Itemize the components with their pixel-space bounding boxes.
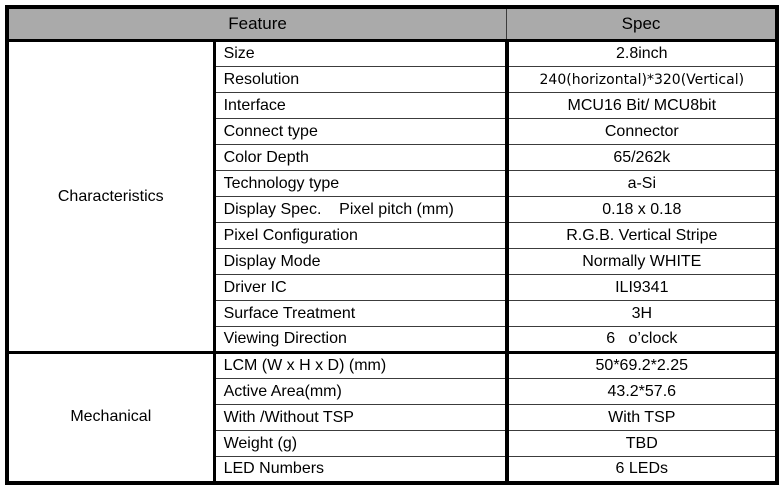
header-row: Feature Spec [6,6,778,42]
spec-cell: 43.2*57.6 [506,378,778,405]
table-row: Driver IC ILI9341 [7,274,778,301]
spec-cell: 0.18 x 0.18 [506,196,778,223]
spec-cell: 6 o’clock [506,326,778,353]
feature-cell: LCM (W x H x D) (mm) [213,351,509,379]
spec-cell: MCU16 Bit/ MCU8bit [506,92,778,119]
header-spec: Spec [506,6,778,42]
feature-cell: Display Spec. Pixel pitch (mm) [213,196,509,223]
table-row: Display Mode Normally WHITE [7,248,778,275]
table-row: Weight (g) TBD [7,430,778,457]
spec-cell: 65/262k [506,144,778,171]
spec-cell: Normally WHITE [506,248,778,275]
feature-cell: Driver IC [213,274,509,301]
table-row: Technology type a-Si [7,170,778,197]
spec-cell: a-Si [506,170,778,197]
table-row: Pixel Configuration R.G.B. Vertical Stri… [7,222,778,249]
spec-cell: Connector [506,118,778,145]
category-mechanical: Mechanical [6,351,216,483]
table-row: Interface MCU16 Bit/ MCU8bit [7,92,778,119]
feature-cell: Display Mode [213,248,509,275]
table-row: Viewing Direction 6 o’clock [7,326,778,353]
table-row: Mechanical LCM (W x H x D) (mm) 50*69.2*… [6,351,778,483]
feature-cell: Color Depth [213,144,509,171]
spec-cell: 3H [506,300,778,327]
header-feature: Feature [6,6,508,42]
table-row: Characteristics Size 2.8inch [6,40,778,354]
feature-cell: Surface Treatment [213,300,509,327]
feature-cell: Size [213,40,509,67]
feature-cell: Resolution [213,66,509,93]
spec-cell: ILI9341 [506,274,778,301]
spec-cell: 2.8inch [506,40,778,67]
spec-cell: TBD [506,430,778,457]
spec-cell: R.G.B. Vertical Stripe [506,222,778,249]
feature-cell: LED Numbers [213,456,509,483]
feature-cell: Interface [213,92,509,119]
spec-cell: 6 LEDs [506,456,778,483]
spec-table: Feature Spec Characteristics Size 2.8inc… [5,5,779,485]
table-row: Resolution 240(horizontal)*320(Vertical) [7,66,778,93]
feature-cell: Technology type [213,170,509,197]
feature-cell: With /Without TSP [213,404,509,431]
category-characteristics: Characteristics [6,40,216,354]
feature-cell: Active Area(mm) [213,378,509,405]
feature-cell: Connect type [213,118,509,145]
spec-cell: With TSP [506,404,778,431]
table-row: LED Numbers 6 LEDs [7,456,778,483]
feature-cell: Weight (g) [213,430,509,457]
spec-cell: 240(horizontal)*320(Vertical) [506,66,778,93]
table-row: Display Spec. Pixel pitch (mm) 0.18 x 0.… [7,196,778,223]
feature-cell: Viewing Direction [213,326,509,353]
table-row: Active Area(mm) 43.2*57.6 [7,378,778,405]
table-row: Connect type Connector [7,118,778,145]
feature-cell: Pixel Configuration [213,222,509,249]
spec-cell: 50*69.2*2.25 [506,351,778,379]
